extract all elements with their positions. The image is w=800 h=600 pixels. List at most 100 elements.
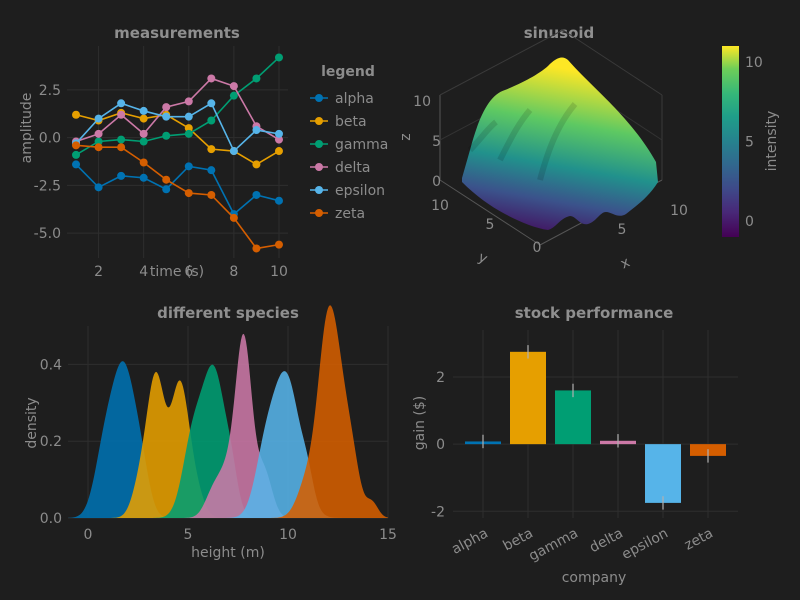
legend-title: legend [321,64,375,80]
legend-label-gamma: gamma [335,137,388,153]
density-area-2 [68,371,388,518]
point-gamma [207,116,216,125]
point-epsilon [184,112,193,121]
point-epsilon [94,114,103,123]
sinusoid-ztick: 5 [432,134,441,150]
series-line-epsilon [75,102,280,153]
legend-label-alpha: alpha [335,91,374,107]
sinusoid-ytick: 5 [486,217,495,233]
species-ticks: 0 5 10 15 0.0 0.2 0.4 [40,357,397,543]
point-epsilon [139,106,148,115]
species-panel: different species 0 5 10 15 0.0 0.2 0.4 height… [24,304,397,561]
sinusoid-ylabel: y [476,249,490,267]
species-xtick: 0 [84,527,93,543]
species-title: different species [157,304,299,322]
bar-gamma [555,390,591,445]
stock-grid [453,330,738,518]
stock-bars [465,345,726,510]
stock-ytick: -2 [431,504,445,520]
measurements-ytick: 2.5 [39,83,61,99]
point-delta [184,97,193,106]
measurements-panel: measurements 2 4 6 8 10 2.5 0.0 -2.5 -5.0 time (… [19,24,388,280]
point-zeta [184,189,193,198]
point-zeta [252,244,261,253]
point-epsilon [117,99,126,108]
point-zeta [274,240,283,249]
sinusoid-ztick: 10 [413,94,431,110]
point-beta [252,160,261,169]
point-alpha [162,185,171,194]
measurements-xtick: 2 [94,264,103,280]
point-gamma [229,91,238,100]
point-delta [229,82,238,91]
species-ylabel: density [24,397,40,448]
series-line-delta [75,77,280,143]
measurements-title: measurements [114,24,240,42]
point-beta [207,145,216,154]
point-delta [207,74,216,83]
point-beta [72,110,81,119]
colorbar-tick: 10 [745,55,763,71]
colorbar-ticks: 0 5 10 [745,55,763,230]
point-gamma [162,131,171,140]
measurements-xlabel: time (s) [150,264,204,280]
species-ytick: 0.0 [40,511,62,527]
legend-swatch-marker-epsilon [315,186,323,194]
point-alpha [139,173,148,182]
colorbar [722,46,739,237]
measurements-xtick: 4 [139,264,148,280]
series-line-zeta [75,144,280,250]
point-delta [94,129,103,138]
measurements-ytick: -2.5 [34,178,61,194]
density-area-3 [68,364,388,518]
point-epsilon [252,126,261,135]
point-delta [274,135,283,144]
point-alpha [274,196,283,205]
measurements-xtick: 6 [184,264,193,280]
legend-swatch-marker-beta [315,117,323,125]
point-delta [117,110,126,119]
legend-label-zeta: zeta [335,206,365,222]
sinusoid-xtick: 10 [670,203,688,219]
point-alpha [117,171,126,180]
sinusoid-ytick: 0 [533,240,542,256]
legend-swatch-marker-delta [315,163,323,171]
species-xtick: 15 [379,527,397,543]
sinusoid-zlabel: z [398,133,414,140]
stock-xtick-zeta: zeta [682,525,716,553]
measurements-ticks: 2 4 6 8 10 2.5 0.0 -2.5 -5.0 [34,83,288,280]
point-zeta [94,143,103,152]
point-zeta [229,213,238,222]
species-densities [68,305,388,518]
colorbar-tick: 5 [745,135,754,151]
legend-label-beta: beta [335,114,367,130]
species-ytick: 0.2 [40,434,62,450]
point-gamma [252,74,261,83]
stock-title: stock performance [515,304,674,322]
sinusoid-panel: sinusoid 10 5 0 z 10 5 0 y 5 10 x 0 5 10 i… [398,24,780,272]
point-gamma [94,137,103,146]
series-line-gamma [75,56,280,156]
point-alpha [252,190,261,199]
sinusoid-ytick: 10 [431,198,449,214]
measurements-xtick: 8 [229,264,238,280]
sinusoid-shading [467,102,578,181]
point-gamma [117,135,126,144]
bar-beta [510,351,546,445]
series-line-beta [75,112,280,166]
point-epsilon [274,129,283,138]
bar-epsilon [645,444,681,503]
legend-label-delta: delta [335,160,370,176]
point-alpha [207,166,216,175]
stock-ytick: 2 [436,370,445,386]
stock-xlabel: company [562,570,627,586]
density-area-6 [68,305,388,518]
measurements-ytick: 0.0 [39,131,61,147]
point-delta [139,129,148,138]
point-delta [162,103,171,112]
legend-swatch-marker-gamma [315,140,323,148]
point-beta [274,147,283,156]
legend-label-epsilon: epsilon [335,183,385,199]
sinusoid-xtick: 5 [618,222,627,238]
point-alpha [184,162,193,171]
